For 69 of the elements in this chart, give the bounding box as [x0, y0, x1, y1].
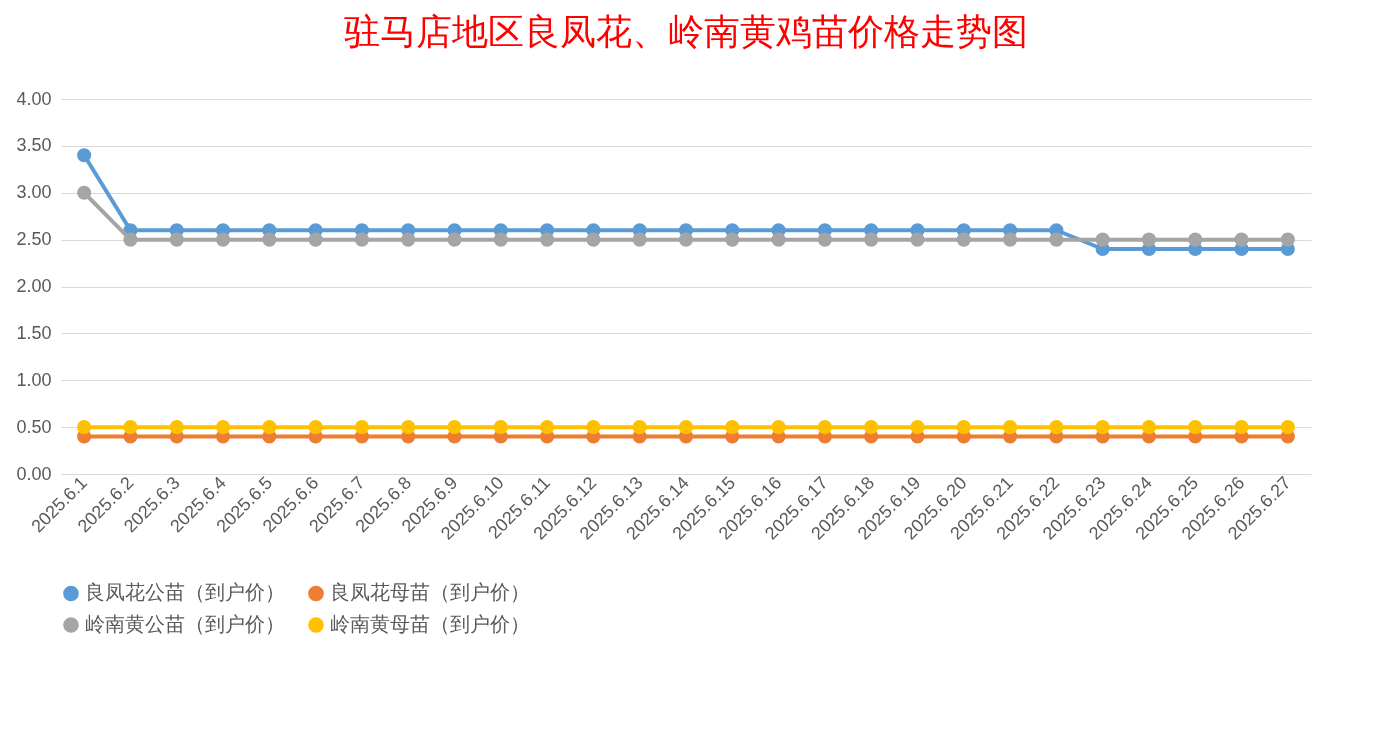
y-tick-label: 1.00	[16, 369, 52, 390]
point	[354, 420, 369, 435]
point	[1234, 420, 1249, 435]
point	[910, 420, 925, 435]
legend-label: 良凤花公苗（到户价）	[85, 581, 285, 604]
point	[262, 420, 277, 435]
point	[632, 420, 647, 435]
point	[215, 420, 231, 435]
point	[308, 232, 323, 247]
point	[678, 420, 694, 435]
point	[1049, 420, 1064, 435]
point	[1095, 232, 1110, 247]
point	[678, 232, 694, 247]
point	[956, 420, 971, 435]
point	[771, 232, 786, 247]
point	[1003, 420, 1018, 435]
point	[864, 232, 879, 247]
y-tick-label: 1.50	[16, 322, 52, 343]
point	[123, 420, 138, 435]
point	[586, 232, 601, 247]
point	[169, 232, 184, 247]
point	[77, 420, 92, 435]
point	[308, 420, 323, 435]
point	[725, 232, 740, 247]
y-tick-label: 2.00	[16, 276, 52, 296]
point	[447, 420, 462, 435]
point	[1188, 420, 1203, 435]
y-tick-label: 4.00	[16, 88, 52, 109]
point	[493, 232, 508, 247]
point	[586, 420, 601, 435]
point	[1141, 232, 1157, 247]
point	[354, 232, 369, 247]
point	[1141, 420, 1157, 435]
legend-label: 岭南黄公苗（到户价）	[85, 613, 285, 635]
point	[123, 232, 138, 247]
y-tick-label: 0.50	[16, 416, 52, 437]
point	[771, 420, 786, 435]
point	[1234, 232, 1249, 247]
point	[540, 420, 555, 435]
point	[817, 232, 832, 247]
point	[1188, 232, 1203, 247]
point	[725, 420, 740, 435]
point	[864, 420, 879, 435]
point	[1280, 420, 1295, 435]
point	[817, 420, 832, 435]
point	[262, 232, 277, 247]
point	[215, 232, 231, 247]
point	[493, 420, 508, 435]
y-tick-label: 2.50	[16, 229, 52, 250]
point	[1280, 232, 1295, 247]
chart-title: 驻马店地区良凤花、岭南黄鸡苗价格走势图	[344, 12, 1028, 52]
point	[632, 232, 647, 247]
point	[956, 232, 971, 247]
point	[447, 232, 462, 247]
point	[1095, 420, 1110, 435]
point	[401, 420, 416, 435]
point	[910, 232, 925, 247]
point	[77, 148, 92, 163]
legend-label: 良凤花母苗（到户价）	[330, 581, 530, 604]
point	[169, 420, 184, 435]
y-tick-label: 3.00	[16, 182, 52, 203]
y-tick-label: 0.00	[16, 463, 52, 484]
y-tick-label: 3.50	[16, 135, 52, 156]
point	[401, 232, 416, 247]
point	[77, 185, 92, 200]
legend-label: 岭南黄母苗（到户价）	[330, 613, 530, 635]
point	[1003, 232, 1018, 247]
point	[1049, 232, 1064, 247]
point	[540, 232, 555, 247]
